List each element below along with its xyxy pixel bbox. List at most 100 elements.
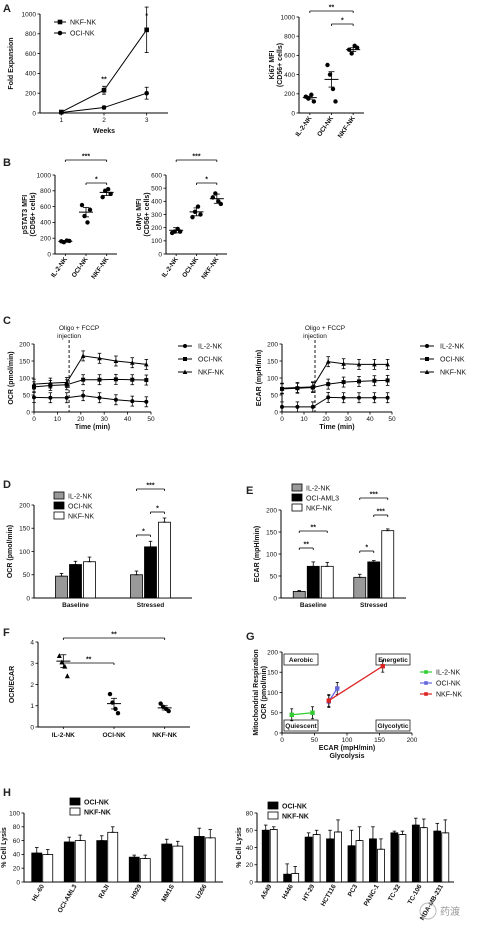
- c1-point: [48, 380, 53, 386]
- h2-xtick-label: HCT116: [320, 883, 338, 907]
- h1-xtick-label: H929: [130, 883, 144, 900]
- a1-ytick-label: 400: [25, 71, 36, 78]
- c1-point: [64, 379, 70, 385]
- g-legend-label: NKF-NK: [436, 692, 462, 699]
- chart-c2: 0 50 100 150 200 0 10 20 30 40 50 Time (min) ECAR (m…: [256, 325, 466, 431]
- a1-annotation: **: [101, 76, 107, 83]
- a2-point: [325, 62, 330, 68]
- e-legend-label: OCI-AML3: [306, 496, 339, 503]
- f-point: [56, 653, 62, 659]
- h1-ytick-label: 40: [13, 852, 21, 859]
- c2-point: [295, 404, 300, 409]
- h2-xtick-label: HT-29: [301, 883, 316, 902]
- c2-series-line: [282, 396, 388, 408]
- c1-point: [144, 399, 149, 404]
- b2-ytick-label: 100: [151, 238, 162, 245]
- h1-xtick-label: MM1S: [161, 883, 177, 903]
- b1-ytick-label: 400: [40, 220, 51, 227]
- a2-ytick-label: 800: [284, 34, 295, 41]
- c1-legend-marker: [183, 357, 187, 361]
- panel-label-f: F: [3, 627, 10, 639]
- h1-ytick-label: 20: [13, 866, 21, 873]
- g-ytick-label: 150: [267, 670, 278, 677]
- c1-point: [130, 399, 135, 404]
- c1-ylabel: OCR (pmol/min): [8, 351, 15, 404]
- g-quadrant-label: Glycolytic: [377, 723, 408, 730]
- a2-point: [330, 86, 336, 92]
- e-ytick-label: 150: [266, 529, 277, 536]
- watermark-text: 药渡: [440, 905, 460, 918]
- panel-label-h: H: [3, 787, 11, 799]
- h1-bar: [204, 837, 216, 883]
- c2-point: [385, 395, 390, 400]
- h1-bar: [31, 852, 43, 883]
- panel-label-g: G: [246, 631, 255, 643]
- b2-ytick-label: 200: [151, 225, 162, 232]
- b2-ylabel-line: (CD56+ cells): [144, 192, 151, 236]
- a1-point: [101, 105, 107, 110]
- c1-ytick-label: 200: [19, 341, 30, 348]
- chart-h1: 0 20 40 60 80 100 % Cell Lysis HL-60 OCI-AML3 RAJ…: [1, 797, 223, 914]
- c2-legend-marker: [424, 369, 430, 374]
- b1-ytick-label: 200: [40, 236, 51, 243]
- h2-xtick-label: PC3: [347, 883, 360, 898]
- h2-bar: [369, 838, 377, 883]
- b1-xtick-label: NKF-NK: [90, 256, 110, 281]
- a2-ytick-label: 0: [291, 110, 295, 117]
- h1-bar: [161, 843, 173, 883]
- h2-ytick-label: 80: [246, 810, 254, 817]
- b2-ytick-label: 300: [151, 212, 162, 219]
- a1-ylabel-line: Fold Expansion: [8, 37, 15, 89]
- a2-sig-label: **: [329, 5, 335, 12]
- h2-bar: [312, 834, 321, 883]
- c1-xtick-label: 40: [124, 416, 132, 423]
- e-legend-label: IL-2-NK: [306, 486, 330, 493]
- c1-series-line: [33, 395, 147, 403]
- c2-series-line: [281, 361, 388, 389]
- d-bar: [55, 575, 68, 599]
- panel-label-c: C: [3, 315, 11, 327]
- h1-legend-swatch: [69, 807, 81, 816]
- a1-ytick-label: 200: [25, 91, 36, 98]
- c2-point: [385, 361, 390, 367]
- c1-point: [144, 378, 149, 383]
- g-series-line: [328, 665, 384, 702]
- h2-bar: [283, 873, 292, 883]
- c1-point: [81, 377, 86, 382]
- g-quadrant-box: [283, 719, 319, 732]
- h1-ytick-label: 0: [16, 879, 20, 886]
- chart-f: 0 1 2 3 4 OCR/ECAR IL-2-NK OCI-NK NKF-NK ** **: [9, 632, 190, 739]
- d-legend-label: IL-2-NK: [68, 494, 92, 501]
- d-legend-swatch: [53, 501, 65, 510]
- b2-sig-label: *: [205, 177, 208, 184]
- c1-injection-label: injection: [57, 333, 81, 340]
- a1-ytick-label: 0: [32, 110, 36, 117]
- g-legend-marker: [424, 670, 428, 674]
- g-xtick-label: 100: [342, 737, 353, 744]
- c1-point: [130, 377, 135, 382]
- a1-xtick-label: 1: [60, 117, 64, 124]
- c2-legend-marker: [425, 344, 429, 348]
- d-ytick-label: 150: [19, 526, 30, 533]
- g-ylabel-line: Mitochondrial Respiration: [253, 649, 260, 735]
- h2-ylabel: % Cell Lysis: [236, 827, 243, 868]
- a1-ytick-label: 1000: [22, 11, 37, 18]
- a2-point: [333, 99, 338, 104]
- f-ytick-label: 3: [30, 661, 34, 668]
- h2-bar: [390, 832, 399, 883]
- panel-label-b: B: [3, 157, 11, 169]
- h2-bar: [304, 836, 313, 883]
- d-ylabel: OCR (pmol/min): [7, 525, 14, 578]
- c2-xlabel: Time (min): [319, 424, 354, 431]
- b2-ytick-label: 400: [151, 199, 162, 206]
- chart-d: 0 50 100 150 200 OCR (pmol/min) Baseline Stress…: [7, 483, 192, 609]
- c1-point: [97, 355, 102, 361]
- f-xtick-label: IL-2-NK: [52, 732, 75, 739]
- h1-ytick-label: 100: [9, 810, 20, 817]
- c2-point: [310, 404, 315, 409]
- h1-xtick-label: U266: [195, 883, 209, 900]
- c2-point: [325, 359, 331, 364]
- a1-series-line: [61, 29, 148, 113]
- c1-xtick-label: 20: [77, 416, 85, 423]
- d-legend-label: NKF-NK: [68, 514, 94, 521]
